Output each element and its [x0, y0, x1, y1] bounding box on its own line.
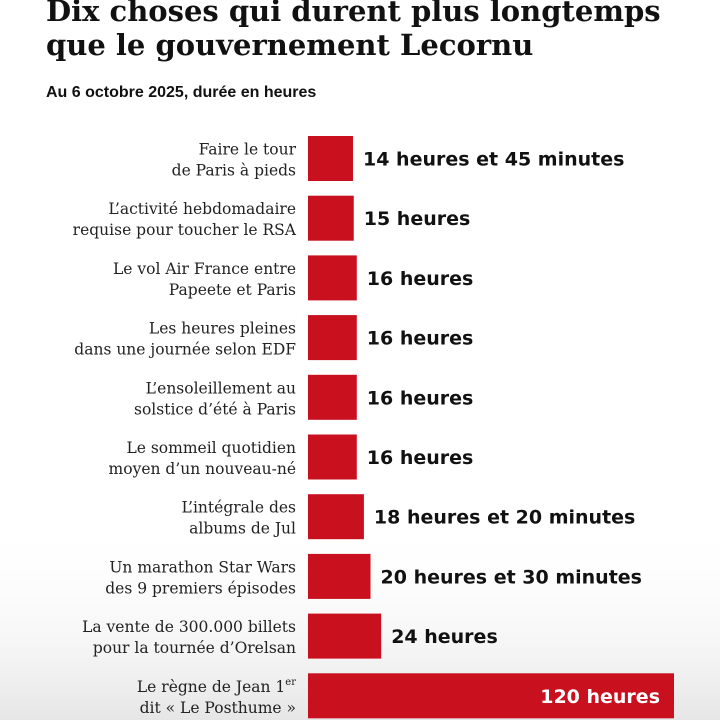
- value-label-4: 16 heures: [367, 328, 474, 350]
- title-line-2: que le gouvernement Lecornu: [46, 28, 534, 62]
- value-label-10: 120 heures: [540, 686, 660, 708]
- category-label-2-line-2: requise pour toucher le RSA: [73, 221, 297, 239]
- bar-7: [308, 494, 364, 540]
- category-label-1-line-1: Faire le tour: [199, 141, 297, 159]
- bar-4: [308, 315, 357, 361]
- bar-8: [308, 553, 371, 599]
- category-label-10-line-2: dit « Le Posthume »: [140, 699, 296, 717]
- bar-10: [308, 673, 674, 719]
- category-label-6-line-1: Le sommeil quotidien: [126, 439, 296, 457]
- category-label-6-line-2: moyen d’un nouveau-né: [109, 460, 296, 478]
- category-label-8-line-1: Un marathon Star Wars: [109, 558, 296, 576]
- category-label-1-line-2: de Paris à pieds: [172, 162, 296, 180]
- bar-9: [308, 613, 382, 659]
- category-label-5-line-1: L’ensoleillement au: [146, 379, 296, 397]
- category-label-3-line-1: Le vol Air France entre: [113, 260, 296, 278]
- value-label-3: 16 heures: [367, 268, 474, 290]
- value-label-1: 14 heures et 45 minutes: [363, 149, 624, 171]
- value-label-9: 24 heures: [391, 626, 498, 648]
- page-subtitle: Au 6 octobre 2025, durée en heures: [46, 84, 317, 101]
- value-label-6: 16 heures: [367, 447, 474, 469]
- category-label-8-line-2: des 9 premiers épisodes: [105, 579, 296, 597]
- category-label-9-line-1: La vente de 300.000 billets: [82, 618, 296, 636]
- value-label-2: 15 heures: [364, 208, 471, 230]
- bar-3: [308, 255, 357, 301]
- bars-group: Faire le tour de Paris à pieds 14 heures e…: [73, 136, 674, 719]
- value-label-5: 16 heures: [367, 387, 474, 409]
- value-label-8: 20 heures et 30 minutes: [381, 566, 642, 588]
- bar-1: [308, 136, 353, 181]
- category-label-7-line-2: albums de Jul: [189, 520, 296, 538]
- value-label-7: 18 heures et 20 minutes: [374, 507, 635, 529]
- category-label-9-line-2: pour la tournée d’Orelsan: [93, 639, 296, 657]
- category-label-3-line-2: Papeete et Paris: [169, 281, 296, 299]
- category-label-7-line-1: L’intégrale des: [181, 499, 296, 517]
- page-title: Dix choses qui durent plus longtemps que…: [46, 0, 706, 62]
- category-label-4-line-2: dans une journée selon EDF: [74, 341, 296, 359]
- category-label-4-line-1: Les heures pleines: [149, 320, 296, 338]
- category-label-10-line-1: Le règne de Jean 1er: [137, 677, 296, 696]
- category-label-2-line-1: L’activité hebdomadaire: [108, 200, 296, 218]
- category-label-5-line-2: solstice d’été à Paris: [134, 400, 296, 418]
- title-line-1: Dix choses qui durent plus longtemps: [46, 0, 661, 28]
- bar-5: [308, 374, 357, 420]
- bar-2: [308, 195, 354, 241]
- bar-6: [308, 434, 357, 480]
